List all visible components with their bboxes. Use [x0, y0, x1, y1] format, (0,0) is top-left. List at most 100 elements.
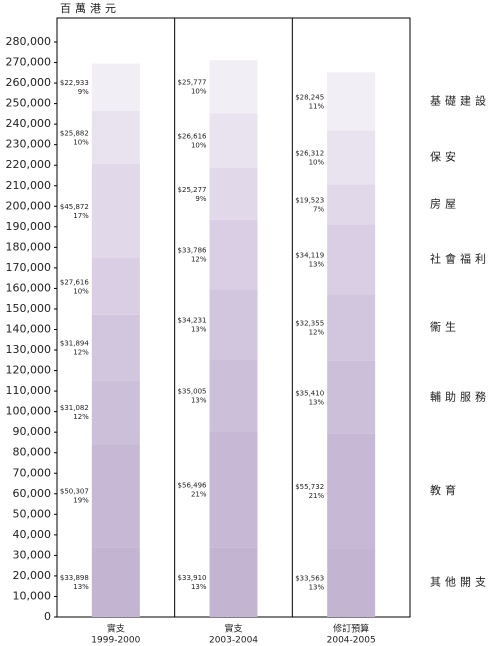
y-tick-label: 130,000	[6, 343, 52, 356]
legend-label: 教育	[430, 483, 460, 497]
y-tick-label: 80,000	[13, 446, 52, 459]
y-tick-label: 10,000	[13, 589, 52, 602]
percent-label: 17%	[73, 212, 89, 220]
value-label: $31,894	[60, 340, 89, 348]
legend-label: 輔助服務	[430, 389, 490, 403]
value-label: $34,119	[295, 251, 324, 259]
bar-segment	[327, 294, 376, 361]
legend-label: 保安	[430, 149, 460, 163]
bar-segment	[91, 258, 140, 315]
value-label: $35,410	[295, 389, 324, 397]
bar-segment	[327, 224, 376, 295]
value-label: $50,307	[60, 488, 89, 496]
value-label: $33,898	[60, 574, 89, 582]
percent-label: 10%	[73, 138, 89, 146]
percent-label: 12%	[73, 413, 89, 421]
y-tick-label: 50,000	[13, 507, 52, 520]
percent-label: 10%	[73, 287, 89, 295]
bar-segment	[91, 314, 140, 381]
bar-segment	[209, 359, 258, 432]
y-tick-label: 260,000	[6, 76, 52, 89]
y-tick-label: 190,000	[6, 220, 52, 233]
percent-label: 13%	[191, 325, 207, 333]
y-tick-label: 170,000	[6, 261, 52, 274]
percent-label: 10%	[309, 158, 325, 166]
y-tick-label: 110,000	[6, 384, 52, 397]
value-label: $55,732	[295, 483, 324, 491]
percent-label: 13%	[309, 398, 325, 406]
x-tick-label: 修訂預算	[333, 623, 369, 635]
value-label: $25,882	[60, 129, 89, 137]
value-label: $22,933	[60, 79, 89, 87]
y-tick-label: 270,000	[6, 56, 52, 69]
percent-label: 10%	[191, 142, 207, 150]
y-tick-label: 120,000	[6, 364, 52, 377]
bar-segment	[91, 110, 140, 164]
value-label: $19,523	[295, 196, 324, 204]
y-tick-label: 160,000	[6, 281, 52, 294]
y-tick-label: 70,000	[13, 466, 52, 479]
bar-segment	[209, 289, 258, 360]
bar-segment	[327, 130, 376, 185]
y-tick-label: 280,000	[6, 35, 52, 48]
value-label: $34,231	[178, 316, 207, 324]
x-tick-label: 2003-2004	[209, 636, 258, 646]
percent-label: 13%	[191, 583, 207, 591]
value-label: $33,910	[178, 574, 207, 582]
value-label: $26,312	[295, 149, 324, 157]
y-tick-label: 240,000	[6, 117, 52, 130]
bar-segment	[327, 360, 376, 434]
bar-segment	[209, 431, 258, 548]
legend-label: 房屋	[430, 197, 460, 210]
value-label: $27,616	[60, 278, 89, 286]
y-tick-label: 90,000	[13, 425, 52, 438]
value-label: $56,496	[178, 481, 207, 489]
x-tick-label: 實支	[224, 623, 242, 635]
value-label: $35,005	[178, 387, 207, 395]
bar-segment	[91, 380, 140, 445]
legend-label: 基礎建設	[430, 93, 490, 107]
legend-label: 其他開支	[430, 576, 490, 589]
bar-segment	[327, 548, 376, 617]
y-tick-label: 200,000	[6, 199, 52, 212]
y-tick-label: 0	[44, 610, 51, 623]
y-tick-label: 180,000	[6, 240, 52, 253]
y-tick-label: 40,000	[13, 528, 52, 541]
legend-label: 社會福利	[430, 251, 490, 265]
percent-label: 12%	[73, 349, 89, 357]
y-tick-label: 230,000	[6, 138, 52, 151]
value-label: $32,355	[295, 320, 324, 328]
y-tick-label: 60,000	[13, 487, 52, 500]
y-tick-label: 20,000	[13, 569, 52, 582]
value-label: $25,777	[178, 79, 207, 87]
value-label: $26,616	[178, 133, 207, 141]
percent-label: 9%	[78, 88, 89, 96]
percent-label: 13%	[309, 584, 325, 592]
percent-label: 10%	[191, 88, 207, 96]
value-label: $45,872	[60, 203, 89, 211]
x-tick-label: 1999-2000	[91, 636, 140, 646]
bar-segment	[327, 433, 376, 549]
percent-label: 11%	[309, 102, 325, 110]
y-tick-label: 210,000	[6, 179, 52, 192]
percent-label: 12%	[309, 329, 325, 337]
unit-label: 百萬港元	[60, 2, 120, 15]
value-label: $33,563	[295, 575, 324, 583]
bar-segment	[209, 219, 258, 290]
value-label: $28,245	[295, 93, 324, 101]
x-tick-label: 實支	[107, 623, 125, 635]
value-label: $31,082	[60, 404, 89, 412]
legend-label: 衞生	[430, 320, 460, 334]
bar-segment	[327, 72, 376, 131]
x-tick-label: 2004-2005	[327, 636, 376, 646]
bar-segment	[91, 63, 140, 111]
y-tick-label: 250,000	[6, 97, 52, 110]
value-label: $33,786	[178, 246, 207, 254]
percent-label: 12%	[191, 255, 207, 263]
bar-segment	[91, 444, 140, 548]
percent-label: 13%	[191, 396, 207, 404]
bar-segment	[209, 60, 258, 114]
value-label: $25,277	[178, 186, 207, 194]
y-tick-label: 220,000	[6, 158, 52, 171]
